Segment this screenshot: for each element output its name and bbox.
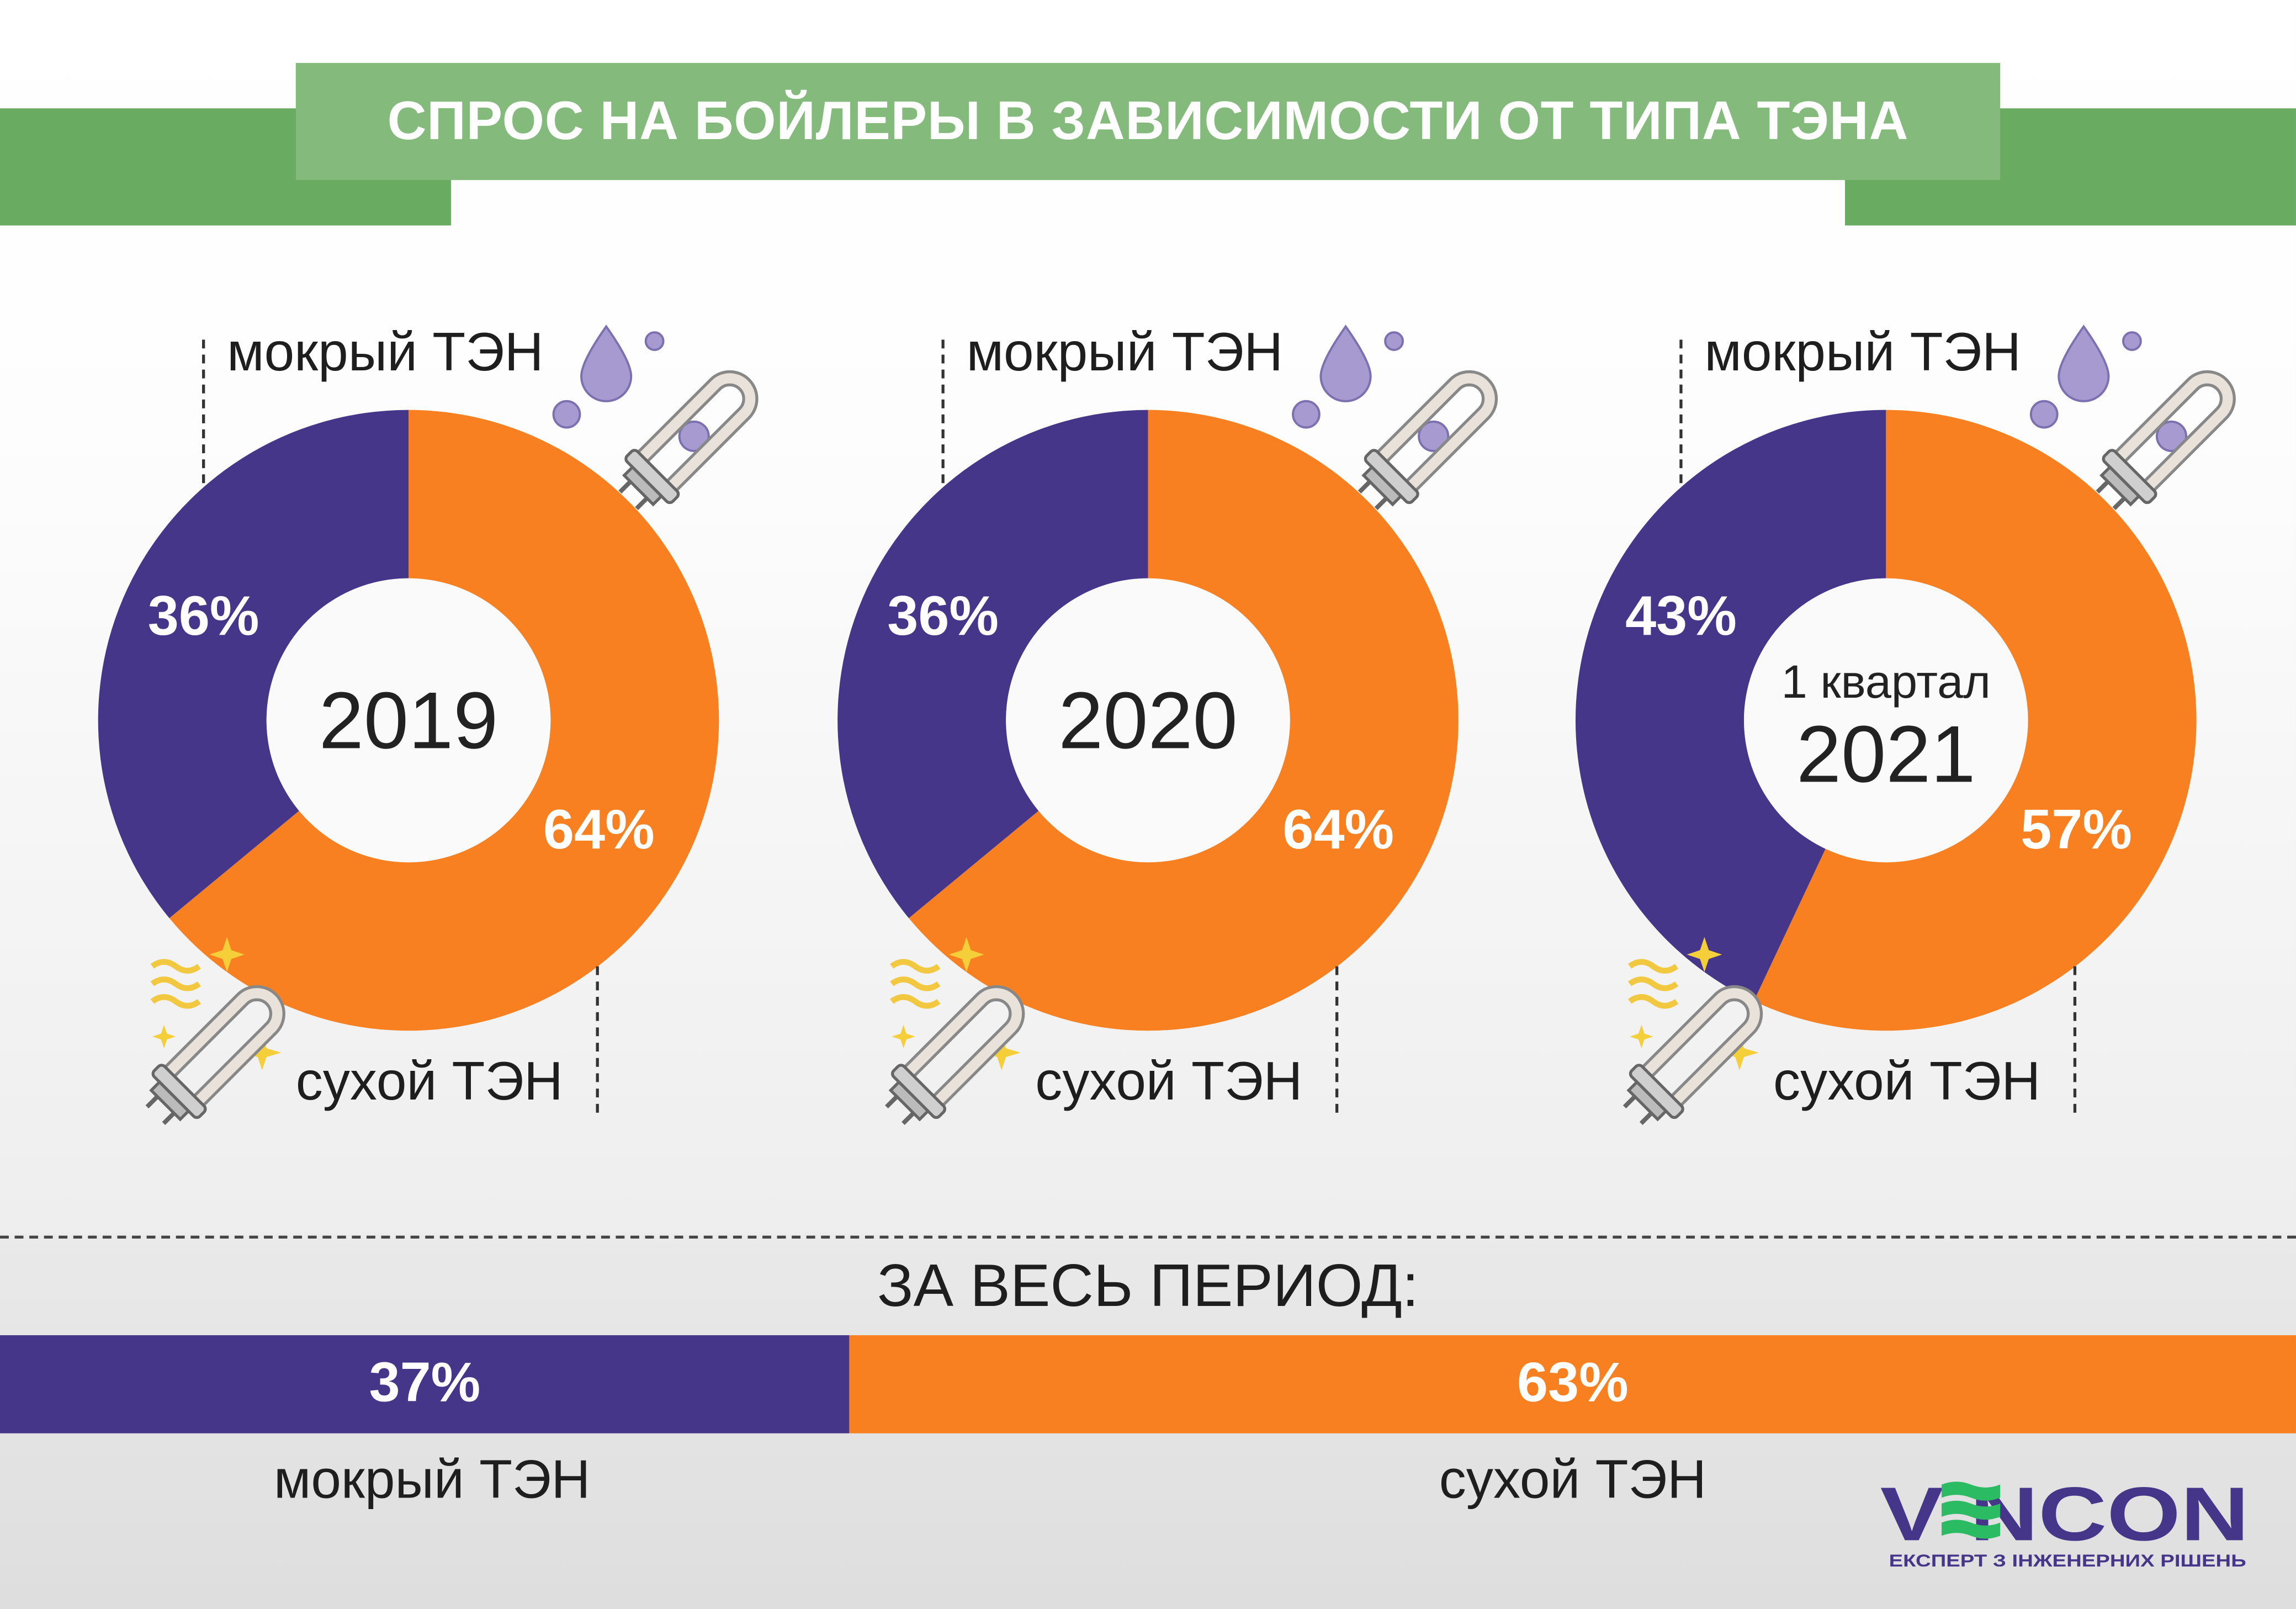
label-dry: сухой ТЭН [295,1051,563,1112]
water-drops-icon [1292,325,1450,452]
sparkle-icon [892,937,1021,1070]
data-label-wet: 36% [887,586,999,648]
donut-hole [1006,578,1290,863]
heating-element-wet-icon [618,370,759,511]
data-label-dry: 64% [543,800,655,862]
slice-wet [98,410,409,918]
center-label-year: 2021 [1796,708,1976,800]
water-drops-icon [552,325,710,452]
donut-hole [266,578,551,863]
slice-dry [909,410,1459,1031]
center-label-year: 2019 [319,675,499,766]
leader-line-wet [941,339,945,484]
label-wet: мокрый ТЭН [227,322,544,383]
heating-element-dry-icon [885,985,1025,1125]
data-label-wet: 43% [1625,586,1737,648]
heat-waves-icon [150,959,201,1009]
leader-line-dry [2073,966,2077,1113]
heat-waves-icon [1627,959,1679,1009]
donut-hole [1744,578,2028,863]
bar-segment-wet: 37% [0,1335,850,1433]
heating-element-wet-icon [1358,370,1498,511]
label-dry: сухой ТЭН [1773,1051,2041,1112]
label-dry: сухой ТЭН [1035,1051,1303,1112]
slice-wet [837,410,1148,918]
bar-label-dry: сухой ТЭН [1439,1449,1706,1510]
bar-label-wet: мокрый ТЭН [273,1449,591,1510]
divider [0,1235,2296,1239]
bar-segment-dry: 63% [849,1335,2296,1433]
period-title: ЗА ВЕСЬ ПЕРИОД: [877,1251,1419,1319]
label-wet: мокрый ТЭН [966,322,1284,383]
page-title: СПРОС НА БОЙЛЕРЫ В ЗАВИСИМОСТИ ОТ ТИПА Т… [295,63,2001,180]
center-label-year: 2020 [1058,675,1238,766]
slice-wet [1575,410,1886,1001]
leader-line-dry [1335,966,1339,1113]
slice-dry [1753,410,2197,1031]
svg-text:ЕКСПЕРТ З ІНЖЕНЕРНИХ РІШЕНЬ: ЕКСПЕРТ З ІНЖЕНЕРНИХ РІШЕНЬ [1889,1550,2246,1566]
leader-line-dry [596,966,599,1113]
heating-element-dry-icon [1622,985,1763,1125]
leader-line-wet [202,339,205,484]
center-label-quarter: 1 квартал [1781,655,1991,708]
sparkle-icon [1630,937,1759,1070]
svg-text:V NCON: V NCON [1880,1476,2249,1557]
data-label-wet: 36% [147,586,259,648]
data-label-dry: 57% [2021,800,2132,862]
heating-element-dry-icon [145,985,285,1125]
vencon-logo: V NCON ЕКСПЕРТ З ІНЖЕНЕРНИХ РІШЕНЬ [1880,1472,2252,1570]
water-drops-icon [2029,325,2188,452]
heat-waves-icon [890,959,941,1009]
sparkle-icon [152,937,282,1070]
label-wet: мокрый ТЭН [1704,322,2021,383]
data-label-dry: 64% [1282,800,1394,862]
slice-dry [169,410,719,1031]
leader-line-wet [1679,339,1683,484]
heating-element-wet-icon [2096,370,2236,511]
